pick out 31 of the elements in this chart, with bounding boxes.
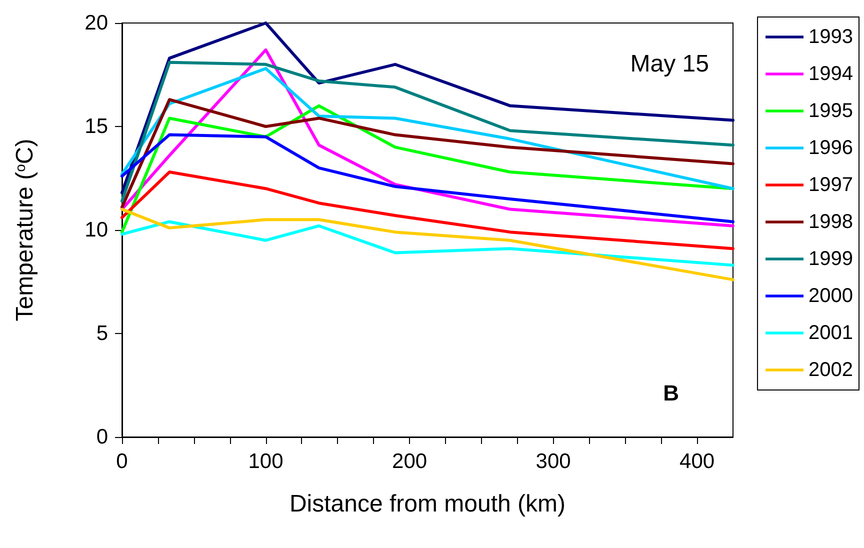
line-series — [120, 170, 734, 250]
annotation: B — [663, 380, 680, 406]
legend-label: 2000 — [808, 285, 854, 307]
line-series — [120, 98, 734, 209]
legend-label: 1998 — [808, 211, 854, 233]
legend-label: 1993 — [808, 26, 854, 48]
legend-label: 1995 — [808, 100, 854, 122]
y-tick-label: 5 — [96, 322, 108, 345]
y-tick-label: 20 — [84, 12, 108, 34]
legend-label: 2002 — [808, 359, 854, 381]
legend-label: 1996 — [808, 137, 854, 159]
y-axis-title: Temperature (oC) — [12, 138, 38, 322]
legend-label: 1997 — [808, 174, 854, 196]
y-tick-label: 0 — [96, 426, 108, 448]
y-tick-label: 10 — [84, 218, 108, 242]
x-tick-label: 100 — [248, 450, 284, 473]
y-tick-label: 15 — [84, 115, 108, 138]
legend-label: 1999 — [808, 248, 854, 270]
x-tick-label: 400 — [680, 450, 715, 473]
x-tick-label: 0 — [116, 450, 128, 473]
line-series — [120, 133, 734, 224]
line-series — [120, 220, 734, 267]
x-tick-label: 200 — [392, 450, 428, 473]
annotation: May 15 — [630, 50, 709, 78]
legend-label: 1994 — [808, 63, 854, 85]
x-axis-title: Distance from mouth (km) — [289, 490, 566, 518]
x-tick-label: 300 — [536, 450, 571, 473]
legend-label: 2001 — [808, 322, 854, 344]
line-series — [120, 22, 734, 194]
line-series — [120, 208, 734, 282]
line-series — [120, 104, 734, 234]
